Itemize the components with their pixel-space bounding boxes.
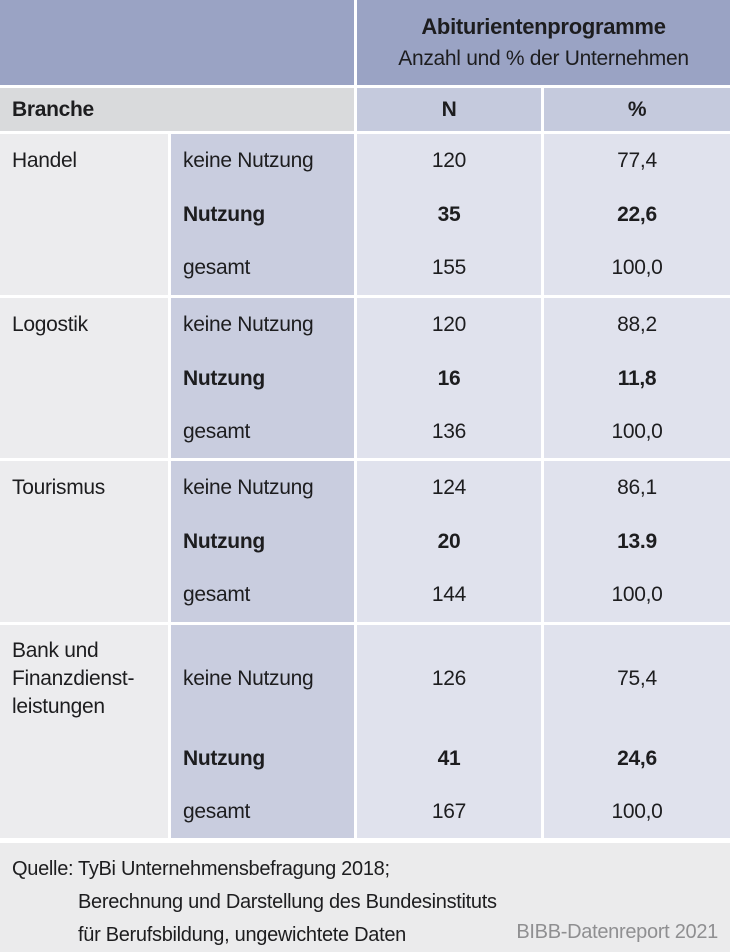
branch-cell-bank: Bank und Finanzdienst- leistungen	[0, 625, 168, 838]
n-value: 35	[437, 202, 461, 226]
n-value: 144	[431, 583, 467, 606]
n-value: 167	[431, 799, 467, 823]
n-value: 136	[431, 419, 467, 443]
usage-label: gesamt	[183, 583, 251, 606]
n-value: 155	[431, 256, 467, 279]
report-credit: BIBB-Datenreport 2021	[516, 921, 718, 943]
branch-cell-handel: Handel	[0, 134, 168, 295]
source-note: Quelle: TyBi Unternehmensbefragung 2018;…	[12, 853, 718, 952]
n-column-handel: 120 35 155	[357, 134, 541, 295]
source-line: TyBi Unternehmensbefragung 2018;	[78, 858, 390, 880]
percent-value: 86,1	[617, 476, 657, 499]
percent-column-tourismus: 86,1 13.9 100,0	[544, 461, 730, 622]
usage-column-tourismus: keine Nutzung Nutzung gesamt	[171, 461, 354, 622]
source-line: für Berufsbildung, ungewichtete Daten	[78, 924, 407, 946]
usage-label: Nutzung	[183, 202, 265, 226]
usage-label: gesamt	[183, 256, 251, 279]
branch-name: Bank und Finanzdienst- leistungen	[12, 638, 135, 718]
usage-label: gesamt	[183, 799, 251, 823]
table-title: Abiturientenprogramme	[421, 14, 666, 39]
branch-cell-logostik: Logostik	[0, 298, 168, 458]
usage-column-handel: keine Nutzung Nutzung gesamt	[171, 134, 354, 295]
header-corner-cell	[0, 0, 354, 85]
percent-value: 100,0	[611, 799, 663, 823]
n-value: 20	[437, 529, 461, 553]
percent-value: 75,4	[617, 666, 657, 690]
usage-label: keine Nutzung	[183, 666, 314, 690]
n-value: 16	[437, 366, 461, 390]
source-lines: TyBi Unternehmensbefragung 2018; Berechn…	[78, 853, 497, 952]
usage-column-bank: keine Nutzung Nutzung gesamt	[171, 625, 354, 838]
usage-label: Nutzung	[183, 366, 265, 390]
percent-value: 100,0	[611, 583, 663, 606]
percent-value: 100,0	[611, 419, 663, 443]
percent-value: 22,6	[617, 202, 657, 226]
percent-value: 100,0	[611, 256, 663, 279]
usage-label: gesamt	[183, 419, 251, 443]
n-value: 120	[431, 313, 467, 336]
percent-value: 24,6	[617, 746, 657, 770]
n-column-tourismus: 124 20 144	[357, 461, 541, 622]
usage-label: Nutzung	[183, 746, 265, 770]
column-header-n: N	[357, 88, 541, 131]
source-line: Berechnung und Darstellung des Bundesins…	[78, 891, 497, 913]
usage-label: keine Nutzung	[183, 476, 314, 499]
percent-column-handel: 77,4 22,6 100,0	[544, 134, 730, 295]
table-subtitle: Anzahl und % der Unternehmen	[398, 47, 689, 70]
usage-label: keine Nutzung	[183, 313, 314, 336]
percent-column-logostik: 88,2 11,8 100,0	[544, 298, 730, 458]
footer: Quelle: TyBi Unternehmensbefragung 2018;…	[0, 843, 730, 952]
percent-value: 11,8	[617, 366, 657, 390]
branch-name: Logostik	[12, 313, 88, 336]
n-value: 41	[437, 746, 461, 770]
percent-value: 13.9	[617, 529, 657, 553]
source-label: Quelle:	[12, 858, 74, 880]
branch-name: Tourismus	[12, 476, 105, 499]
usage-label: Nutzung	[183, 529, 265, 553]
n-value: 124	[431, 476, 467, 499]
statistics-table: Abiturientenprogramme Anzahl und % der U…	[0, 0, 730, 838]
column-header-branche: Branche	[0, 88, 354, 131]
percent-value: 77,4	[617, 149, 657, 172]
program-header-cell: Abiturientenprogramme Anzahl und % der U…	[357, 0, 730, 85]
usage-label: keine Nutzung	[183, 149, 314, 172]
n-value: 126	[431, 666, 467, 690]
branch-cell-tourismus: Tourismus	[0, 461, 168, 622]
n-value: 120	[431, 149, 467, 172]
n-column-bank: 126 41 167	[357, 625, 541, 838]
column-header-percent: %	[544, 88, 730, 131]
n-column-logostik: 120 16 136	[357, 298, 541, 458]
percent-value: 88,2	[617, 313, 657, 336]
branch-name: Handel	[12, 149, 77, 172]
percent-column-bank: 75,4 24,6 100,0	[544, 625, 730, 838]
usage-column-logostik: keine Nutzung Nutzung gesamt	[171, 298, 354, 458]
